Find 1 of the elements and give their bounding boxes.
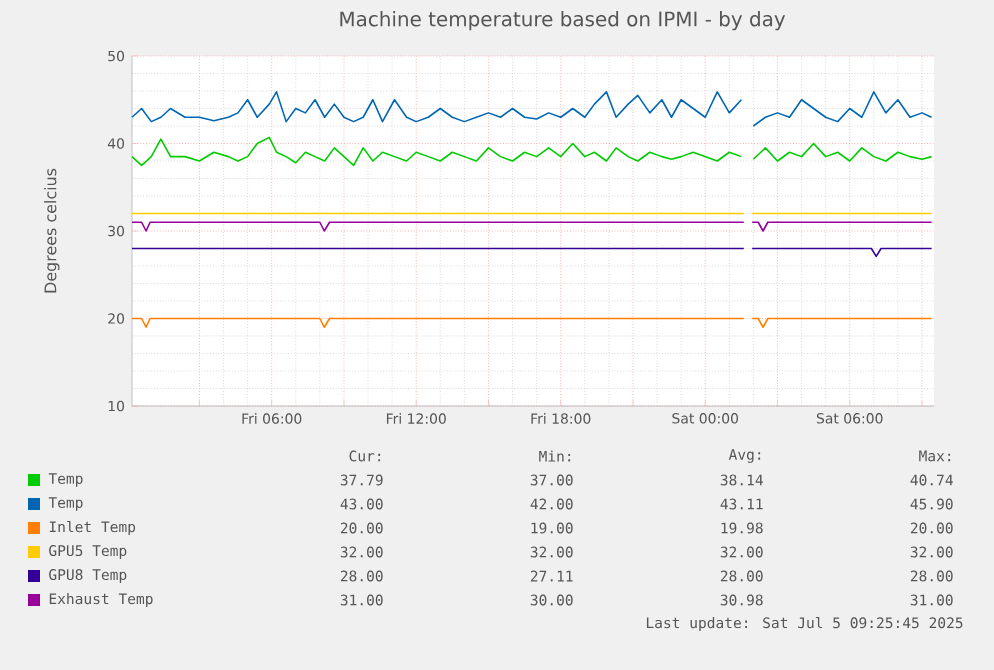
chart-title: Machine temperature based on IPMI - by day (340, 11, 786, 31)
